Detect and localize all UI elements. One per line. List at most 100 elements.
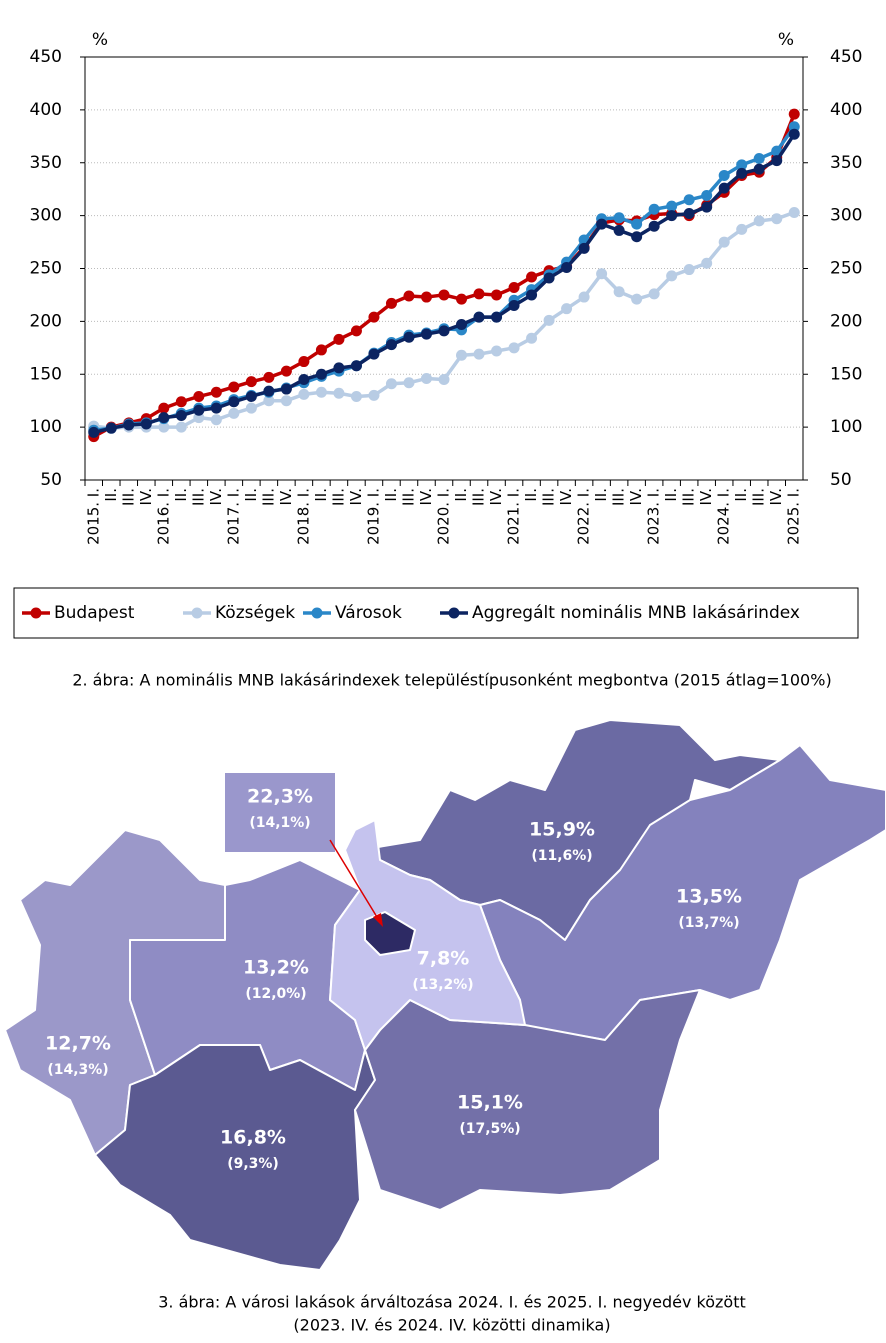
x-tick-label: IV. [697,488,715,506]
point [175,409,187,421]
point [596,268,608,280]
callout-box [225,773,335,852]
x-tick-label: IV. [277,488,295,506]
point [788,108,800,120]
x-tick-label: III. [329,488,347,506]
legend-marker [30,607,42,619]
region-sub-value: (13,7%) [678,915,739,931]
x-tick-label: 2021. I. [505,488,523,545]
x-tick-label: IV. [137,488,155,506]
y-tick-label: 300 [30,206,62,226]
point [473,348,485,360]
y2-tick-label: 400 [830,100,862,120]
region-sub-value: (12,0%) [245,986,306,1002]
x-tick-label: II. [592,488,610,502]
point [526,332,538,344]
x-tick-label: IV. [417,488,435,506]
point [210,414,222,426]
point [526,289,538,301]
x-tick-label: 2018. I. [294,488,312,545]
point [315,368,327,380]
point [245,376,257,388]
point [701,201,713,213]
region [329,819,526,1051]
region-value: 16,8% [220,1127,286,1149]
point [263,385,275,397]
point [105,422,117,434]
x-tick-label: 2015. I. [84,488,102,545]
point [613,212,625,224]
point [438,325,450,337]
point [193,404,205,416]
point [438,374,450,386]
region-value: 13,5% [676,886,742,908]
point [648,220,660,232]
point [298,374,310,386]
point [158,412,170,424]
y2-tick-label: 150 [830,364,862,384]
point [578,291,590,303]
x-tick-label: IV. [557,488,575,506]
caption: 2. ábra: A nominális MNB lakásárindexek … [72,671,831,690]
y2-tick-label: 100 [830,417,862,437]
x-tick-label: II. [102,488,120,502]
point [245,390,257,402]
point [753,163,765,175]
region-sub-value: (11,6%) [531,848,592,864]
x-tick-label: III. [259,488,277,506]
x-tick-label: 2024. I. [715,488,733,545]
point [193,390,205,402]
point [368,311,380,323]
point [403,331,415,343]
point [631,218,643,230]
legend-marker [191,607,203,619]
point [491,311,503,323]
point [298,388,310,400]
point [403,290,415,302]
point [771,155,783,167]
x-tick-label: II. [662,488,680,502]
point [613,224,625,236]
point [228,396,240,408]
region [94,1044,376,1271]
point [648,288,660,300]
map [4,719,886,1271]
x-tick-label: III. [470,488,488,506]
y-tick-label: 150 [30,364,62,384]
region-sub-value: (14,3%) [47,1062,108,1078]
point [753,215,765,227]
point [175,421,187,433]
point [123,419,135,431]
x-tick-label: 2016. I. [154,488,172,545]
point [456,349,468,361]
point [666,200,678,212]
point [228,407,240,419]
point [701,190,713,202]
x-tick-label: III. [680,488,698,506]
point [508,300,520,312]
y2-tick-label: 450 [830,47,862,67]
point [263,371,275,383]
point [280,383,292,395]
point [298,356,310,368]
point [140,418,152,430]
legend-label: Községek [215,603,295,623]
point [420,372,432,384]
point [350,325,362,337]
point [385,297,397,309]
point [736,159,748,171]
y2-tick-label: 250 [830,259,862,279]
point [666,210,678,222]
point [718,169,730,181]
x-tick-label: 2023. I. [645,488,663,545]
series-line [92,113,796,439]
point [473,288,485,300]
point [280,395,292,407]
x-tick-label: II. [172,488,190,502]
point [158,402,170,414]
point [420,328,432,340]
region-sub-value: (9,3%) [227,1156,279,1172]
region-sub-value: (17,5%) [459,1121,520,1137]
point [158,421,170,433]
